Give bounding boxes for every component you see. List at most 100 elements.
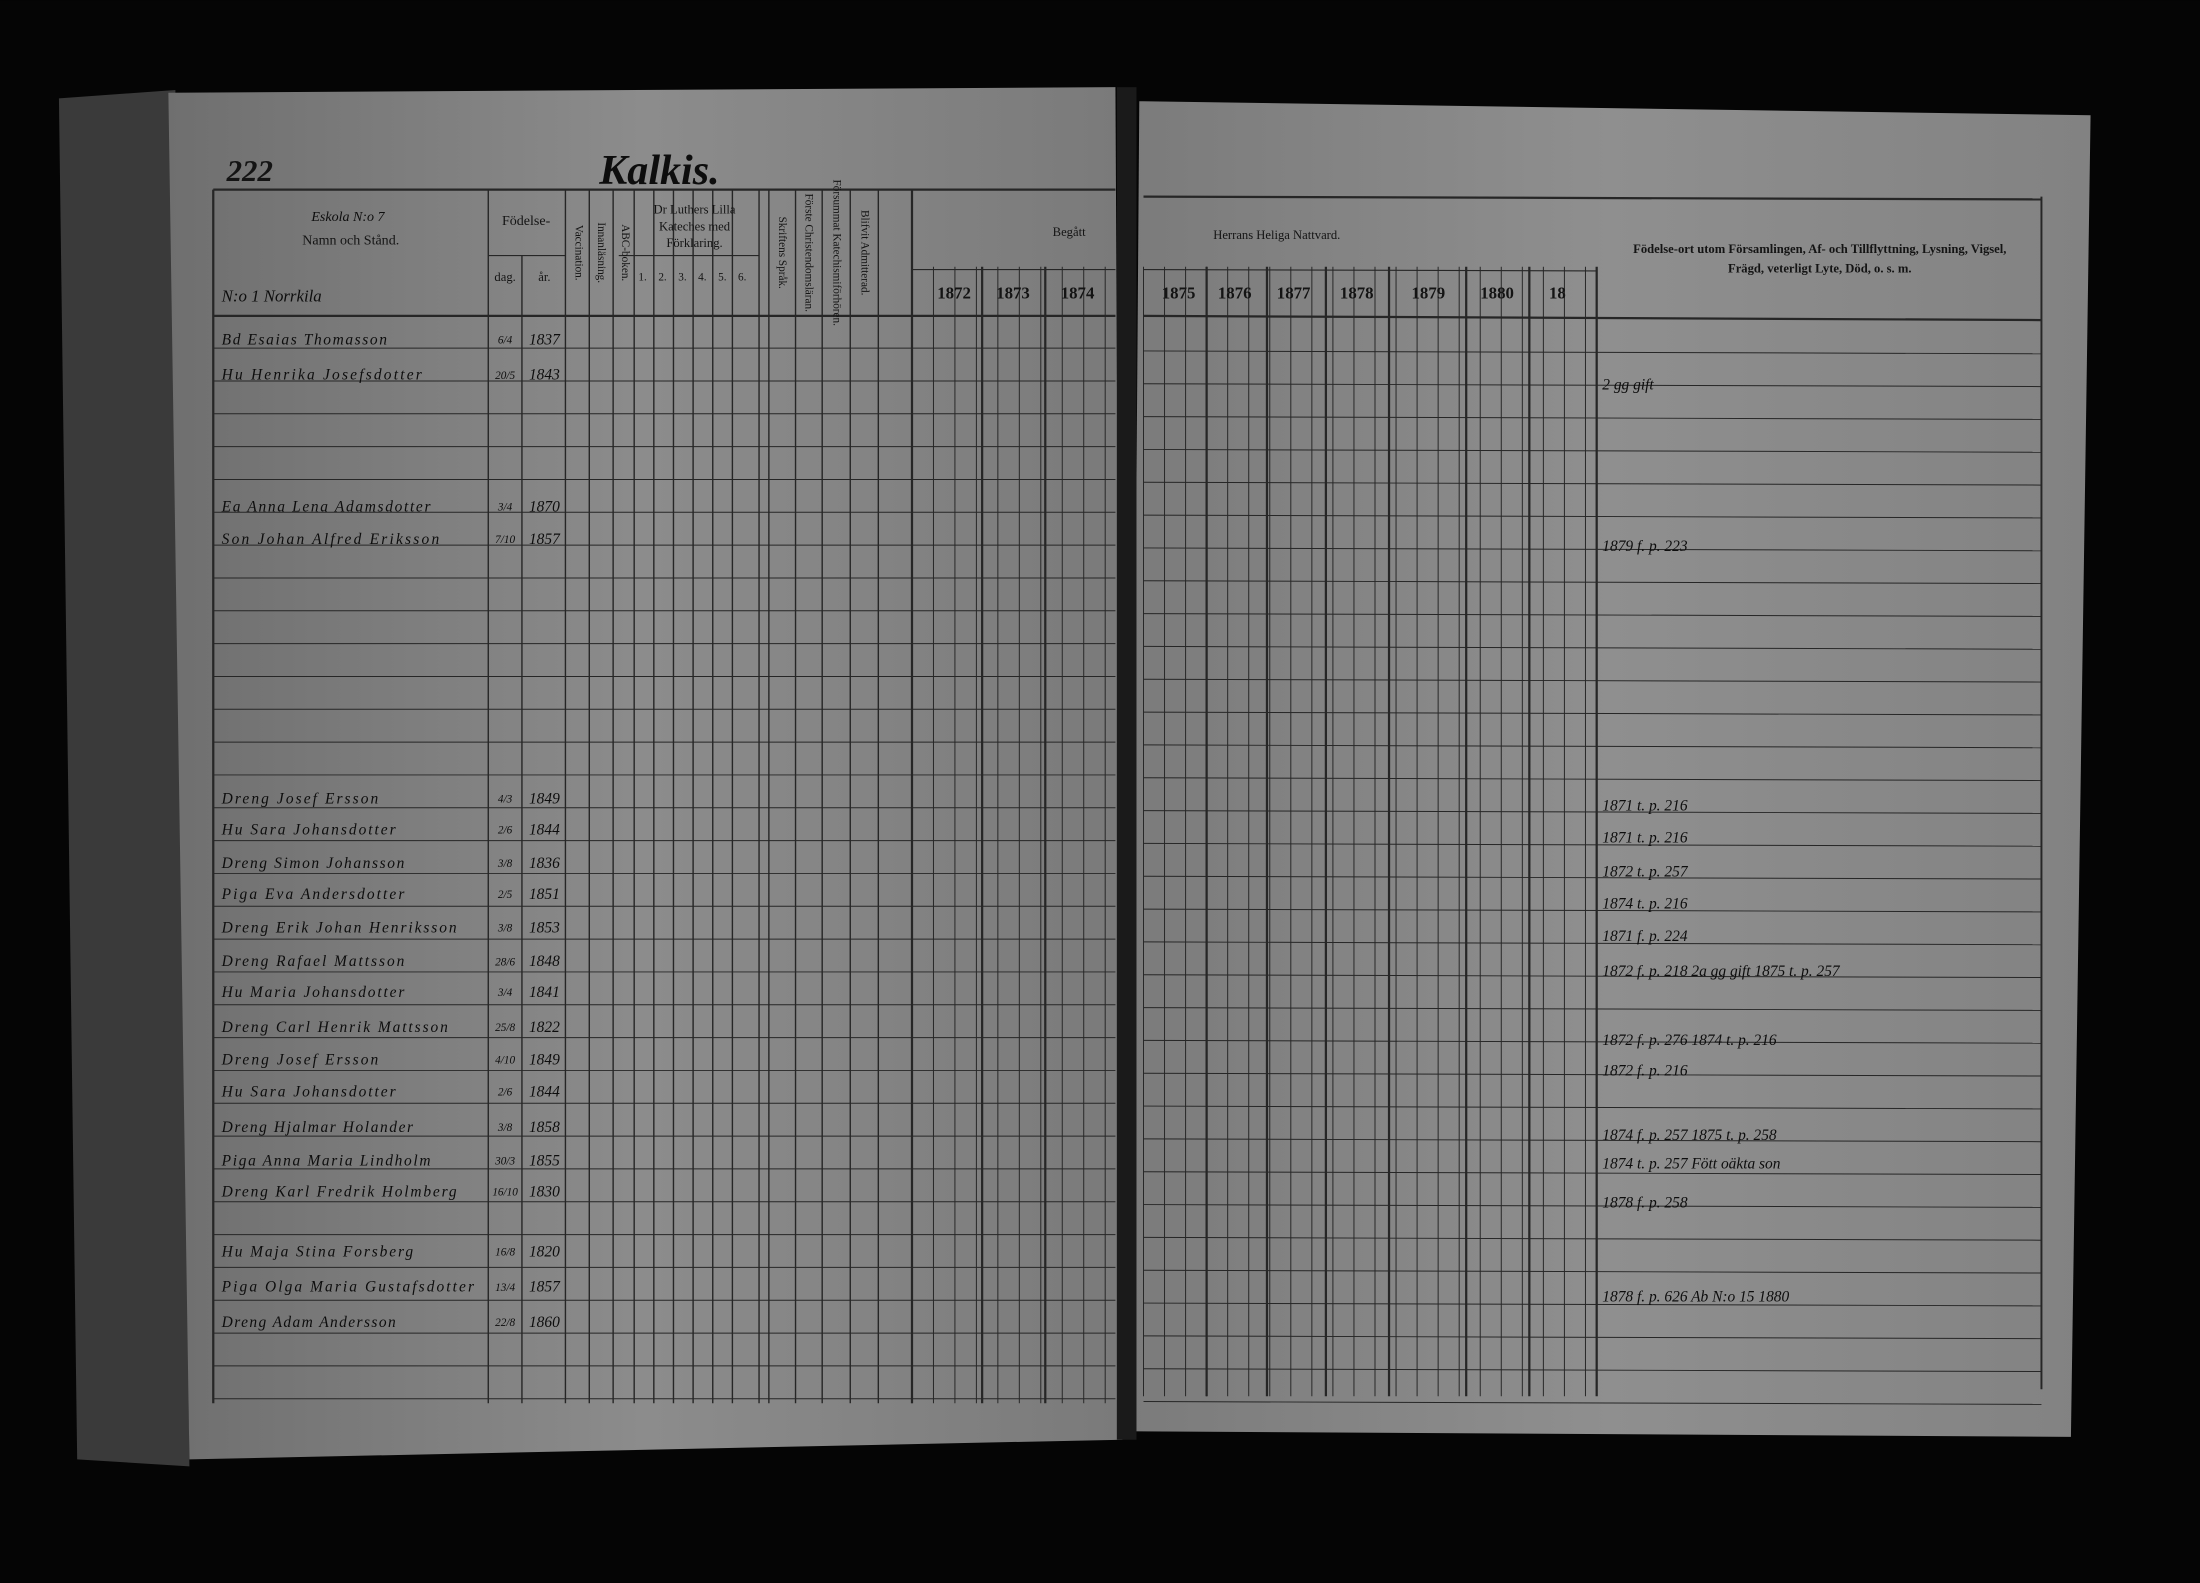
remark: 1872 f. p. 276 1874 t. p. 216 — [1602, 1032, 1777, 1049]
rule — [1143, 448, 2042, 453]
rule — [1143, 314, 2042, 322]
rule — [1143, 547, 2042, 552]
rule — [1143, 195, 2042, 201]
column-header: Kateches med — [659, 219, 731, 233]
person-name: Piga Eva Andersdotter — [221, 886, 406, 903]
birth-day: 2/6 — [498, 1087, 513, 1099]
person-name: Ea Anna Lena Adamsdotter — [221, 499, 432, 516]
binding-edge — [58, 89, 190, 1467]
page-number: 222 — [226, 154, 273, 188]
person-name: Dreng Hjalmar Holander — [221, 1119, 414, 1136]
rule — [1143, 842, 2042, 847]
person-name: Bd Esaias Thomasson — [222, 332, 388, 349]
column-header: Herrans Heliga Nattvard. — [1213, 228, 1340, 242]
remark: 1871 t. p. 216 — [1602, 797, 1688, 814]
birth-year: 1843 — [529, 367, 560, 384]
rule — [1143, 416, 2042, 420]
rule — [1143, 1236, 2042, 1241]
column-header: Blifvit Admitterad. — [859, 210, 871, 296]
rule — [1143, 580, 2042, 585]
column-header: 2. — [658, 272, 667, 284]
year-header: 1877 — [1277, 284, 1311, 303]
column-header: Födelse- — [502, 213, 551, 229]
birth-day: 4/3 — [498, 793, 513, 805]
column-header: Begått — [1053, 225, 1086, 239]
rule — [1143, 908, 2042, 913]
person-name: Dreng Karl Fredrik Holmberg — [221, 1183, 457, 1200]
column-header: Dr Luthers Lilla — [654, 203, 736, 217]
birth-year: 1857 — [529, 1279, 561, 1296]
birth-day: 16/10 — [492, 1186, 518, 1198]
rule — [1143, 1335, 2042, 1340]
column-header: 5. — [718, 272, 727, 284]
remark: 1871 f. p. 224 — [1602, 928, 1688, 945]
rule — [1143, 1105, 2042, 1110]
birth-year: 1841 — [529, 984, 560, 1001]
birth-day: 4/10 — [495, 1054, 515, 1066]
year-header: 1876 — [1218, 284, 1252, 303]
person-name: Dreng Erik Johan Henriksson — [221, 920, 457, 937]
birth-year: 1820 — [529, 1244, 560, 1261]
left-page — [168, 87, 1123, 1460]
birth-year: 1858 — [529, 1119, 560, 1136]
parish-note: Eskola N:o 7 — [310, 209, 385, 225]
rule — [1143, 613, 2042, 617]
birth-year: 1822 — [529, 1019, 560, 1036]
column-header: 3. — [678, 272, 687, 284]
person-name: Dreng Rafael Mattsson — [221, 953, 405, 970]
rule — [1143, 1007, 2042, 1011]
column-header: Namn och Stånd. — [302, 233, 399, 249]
birth-day: 3/8 — [497, 858, 513, 870]
birth-day: 13/4 — [495, 1282, 515, 1294]
year-header: 1872 — [937, 284, 971, 303]
column-header: Vaccination. — [572, 225, 584, 281]
rule — [1143, 1368, 2042, 1373]
right-page — [1129, 101, 2091, 1437]
remark: 1874 t. p. 257 Fött oäkta son — [1602, 1155, 1780, 1172]
year-header: 18 — [1549, 284, 1566, 303]
column-header: Födelse-ort utom Församlingen, Af- och T… — [1633, 242, 2006, 256]
birth-day: 20/5 — [495, 370, 515, 382]
section-heading: N:o 1 Norrkila — [221, 286, 322, 305]
rule — [1143, 875, 2042, 880]
birth-day: 22/8 — [495, 1317, 515, 1329]
birth-year: 1851 — [529, 886, 560, 903]
birth-day: 7/10 — [495, 534, 515, 546]
year-header: 1873 — [996, 284, 1030, 303]
year-header: 1880 — [1480, 284, 1514, 303]
rule — [1143, 1171, 2042, 1176]
column-header: Försummat Katechismiförhören. — [831, 180, 843, 327]
year-header: 1875 — [1162, 284, 1196, 303]
rule — [1143, 711, 2042, 716]
person-name: Dreng Josef Ersson — [221, 790, 379, 807]
column-header: Skriftens Språk. — [776, 217, 788, 289]
person-name: Dreng Adam Andersson — [221, 1314, 396, 1331]
year-header: 1879 — [1411, 284, 1445, 303]
person-name: Piga Anna Maria Lindholm — [221, 1152, 431, 1169]
birth-day: 3/8 — [497, 1122, 513, 1134]
birth-year: 1837 — [529, 332, 561, 349]
column-header: Förklaring. — [666, 236, 722, 250]
person-name: Dreng Josef Ersson — [221, 1051, 379, 1068]
person-name: Dreng Simon Johansson — [221, 855, 405, 872]
birth-day: 16/8 — [495, 1247, 515, 1259]
birth-year: 1853 — [529, 920, 560, 937]
person-name: Son Johan Alfred Eriksson — [222, 531, 440, 548]
birth-year: 1836 — [529, 855, 560, 872]
remark: 1872 f. p. 216 — [1602, 1063, 1688, 1080]
birth-year: 1849 — [529, 790, 560, 807]
rule — [1143, 941, 2042, 946]
birth-day: 6/4 — [498, 335, 513, 347]
rule — [1143, 383, 2042, 388]
rule — [1143, 974, 2042, 979]
rule — [1143, 1302, 2042, 1307]
birth-year: 1860 — [529, 1314, 560, 1331]
birth-day: 28/6 — [495, 956, 515, 968]
column-header: Innanläsning. — [595, 222, 607, 283]
rule — [1143, 645, 2042, 650]
person-name: Hu Sara Johansdotter — [221, 821, 397, 838]
remark: 1879 f. p. 223 — [1602, 538, 1688, 555]
birth-day: 3/4 — [497, 502, 513, 514]
rule — [1143, 1269, 2042, 1274]
